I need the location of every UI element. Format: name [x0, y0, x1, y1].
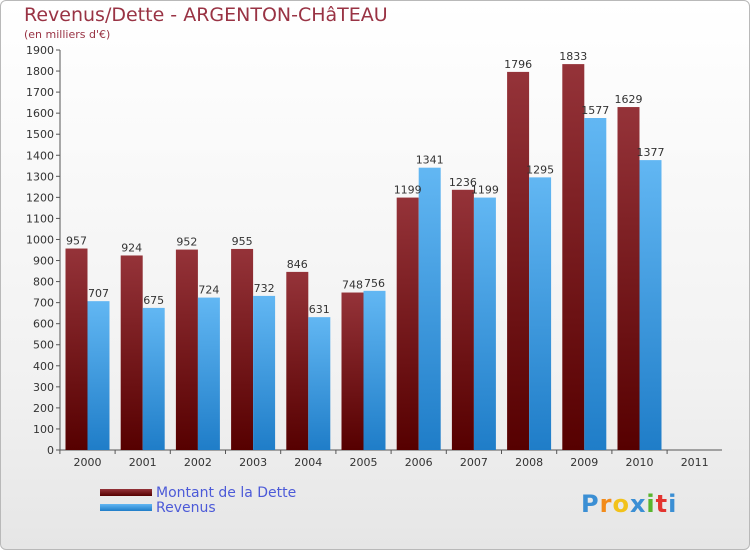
bar-revenus [529, 177, 552, 451]
x-axis: 2000 2001 2002 2003 2004 2005 2006 2007 2008 2009… [59, 449, 722, 469]
y-tick-label: 300 [33, 381, 54, 394]
y-tick-label: 1200 [26, 191, 54, 204]
bar-value-label-revenus: 675 [143, 294, 164, 307]
x-tick-label: 2009 [570, 456, 598, 469]
y-axis: 0 100 200 300 400 500 600 700 800 900 1000 1100 1200… [26, 44, 61, 457]
bar-value-label-debt: 924 [121, 241, 142, 254]
legend-label-revenus: Revenus [156, 500, 216, 516]
y-tick-label: 600 [33, 318, 54, 331]
bar-value-label-revenus: 724 [198, 284, 219, 297]
bar-value-label-debt: 957 [66, 235, 87, 248]
y-tick-label: 1300 [26, 170, 54, 183]
bar-revenus [584, 118, 607, 450]
chart-title: Revenus/Dette - ARGENTON-CHâTEAU [24, 4, 388, 26]
y-tick-label: 1500 [26, 128, 54, 141]
bar-value-label-revenus: 707 [88, 287, 109, 300]
y-tick-label: 1900 [26, 44, 54, 57]
bar-value-label-debt: 952 [176, 236, 197, 249]
logo-letter: r [599, 490, 613, 518]
bar-revenus [418, 167, 441, 450]
bar-revenus [142, 307, 165, 450]
bar-debt [562, 64, 585, 451]
y-tick-label: 0 [47, 444, 54, 457]
x-tick-label: 2007 [460, 456, 488, 469]
bar-revenus [308, 317, 331, 450]
bar-value-label-debt: 1796 [504, 58, 532, 71]
logo-letter: o [612, 490, 630, 518]
y-tick-label: 1700 [26, 86, 54, 99]
bar-value-label-revenus: 756 [364, 277, 385, 290]
x-tick-label: 2008 [515, 456, 543, 469]
bar-value-label-revenus: 1377 [637, 146, 665, 159]
chart-subtitle: (en milliers d'€) [24, 28, 111, 41]
logo-letter: t [655, 490, 669, 518]
bar-debt [231, 248, 254, 450]
bar-value-label-revenus: 1295 [526, 163, 554, 176]
legend-label-debt: Montant de la Dette [156, 485, 297, 501]
y-tick-label: 800 [33, 276, 54, 289]
x-tick-label: 2011 [681, 456, 709, 469]
logo-letter: i [646, 490, 656, 518]
y-tick-label: 1800 [26, 65, 54, 78]
bar-value-label-debt: 1629 [615, 93, 643, 106]
bar-value-label-revenus: 1577 [581, 104, 609, 117]
bar-debt [341, 292, 364, 450]
bar-value-label-revenus: 1199 [471, 184, 499, 197]
x-tick-label: 2010 [626, 456, 654, 469]
legend-swatch-debt [100, 489, 152, 496]
bar-revenus [253, 295, 276, 450]
bar-value-label-revenus: 631 [309, 303, 330, 316]
y-tick-label: 700 [33, 297, 54, 310]
x-tick-label: 2006 [405, 456, 433, 469]
bar-debt [507, 71, 530, 450]
bar-value-label-debt: 1833 [559, 50, 587, 63]
logo-letter: x [629, 490, 647, 518]
bar-debt [175, 249, 198, 450]
x-tick-label: 2005 [350, 456, 378, 469]
y-tick-label: 400 [33, 360, 54, 373]
x-tick-label: 2004 [294, 456, 322, 469]
x-tick-label: 2001 [129, 456, 157, 469]
x-tick-label: 2003 [239, 456, 267, 469]
y-tick-label: 100 [33, 423, 54, 436]
y-tick-label: 1600 [26, 107, 54, 120]
logo-letter: i [668, 490, 678, 518]
y-tick-label: 1400 [26, 149, 54, 162]
bars [65, 64, 662, 451]
proxiti-logo: Proxiti [581, 490, 677, 518]
bar-value-label-debt: 748 [342, 279, 363, 292]
y-tick-label: 900 [33, 255, 54, 268]
y-tick-label: 200 [33, 402, 54, 415]
x-tick-label: 2000 [74, 456, 102, 469]
bar-debt [65, 248, 88, 450]
bar-value-label-debt: 1199 [394, 184, 422, 197]
bar-revenus [87, 301, 110, 450]
y-tick-label: 1100 [26, 212, 54, 225]
bar-debt [396, 197, 419, 450]
bar-revenus [197, 297, 220, 450]
logo-letter: P [581, 490, 600, 518]
y-tick-label: 1000 [26, 233, 54, 246]
x-tick-label: 2002 [184, 456, 212, 469]
bar-value-label-revenus: 732 [254, 282, 275, 295]
bar-revenus [363, 290, 386, 450]
bar-revenus [473, 197, 496, 450]
legend-swatch-revenus [100, 504, 152, 511]
bar-value-label-debt: 846 [287, 258, 308, 271]
bar-debt [120, 255, 143, 450]
bar-value-label-debt: 955 [232, 235, 253, 248]
y-tick-label: 500 [33, 339, 54, 352]
bar-debt [451, 189, 474, 450]
bar-value-label-debt: 1236 [449, 176, 477, 189]
bar-debt [286, 271, 309, 450]
bar-debt [617, 107, 640, 450]
bar-value-label-revenus: 1341 [416, 154, 444, 167]
bar-revenus [639, 160, 662, 450]
